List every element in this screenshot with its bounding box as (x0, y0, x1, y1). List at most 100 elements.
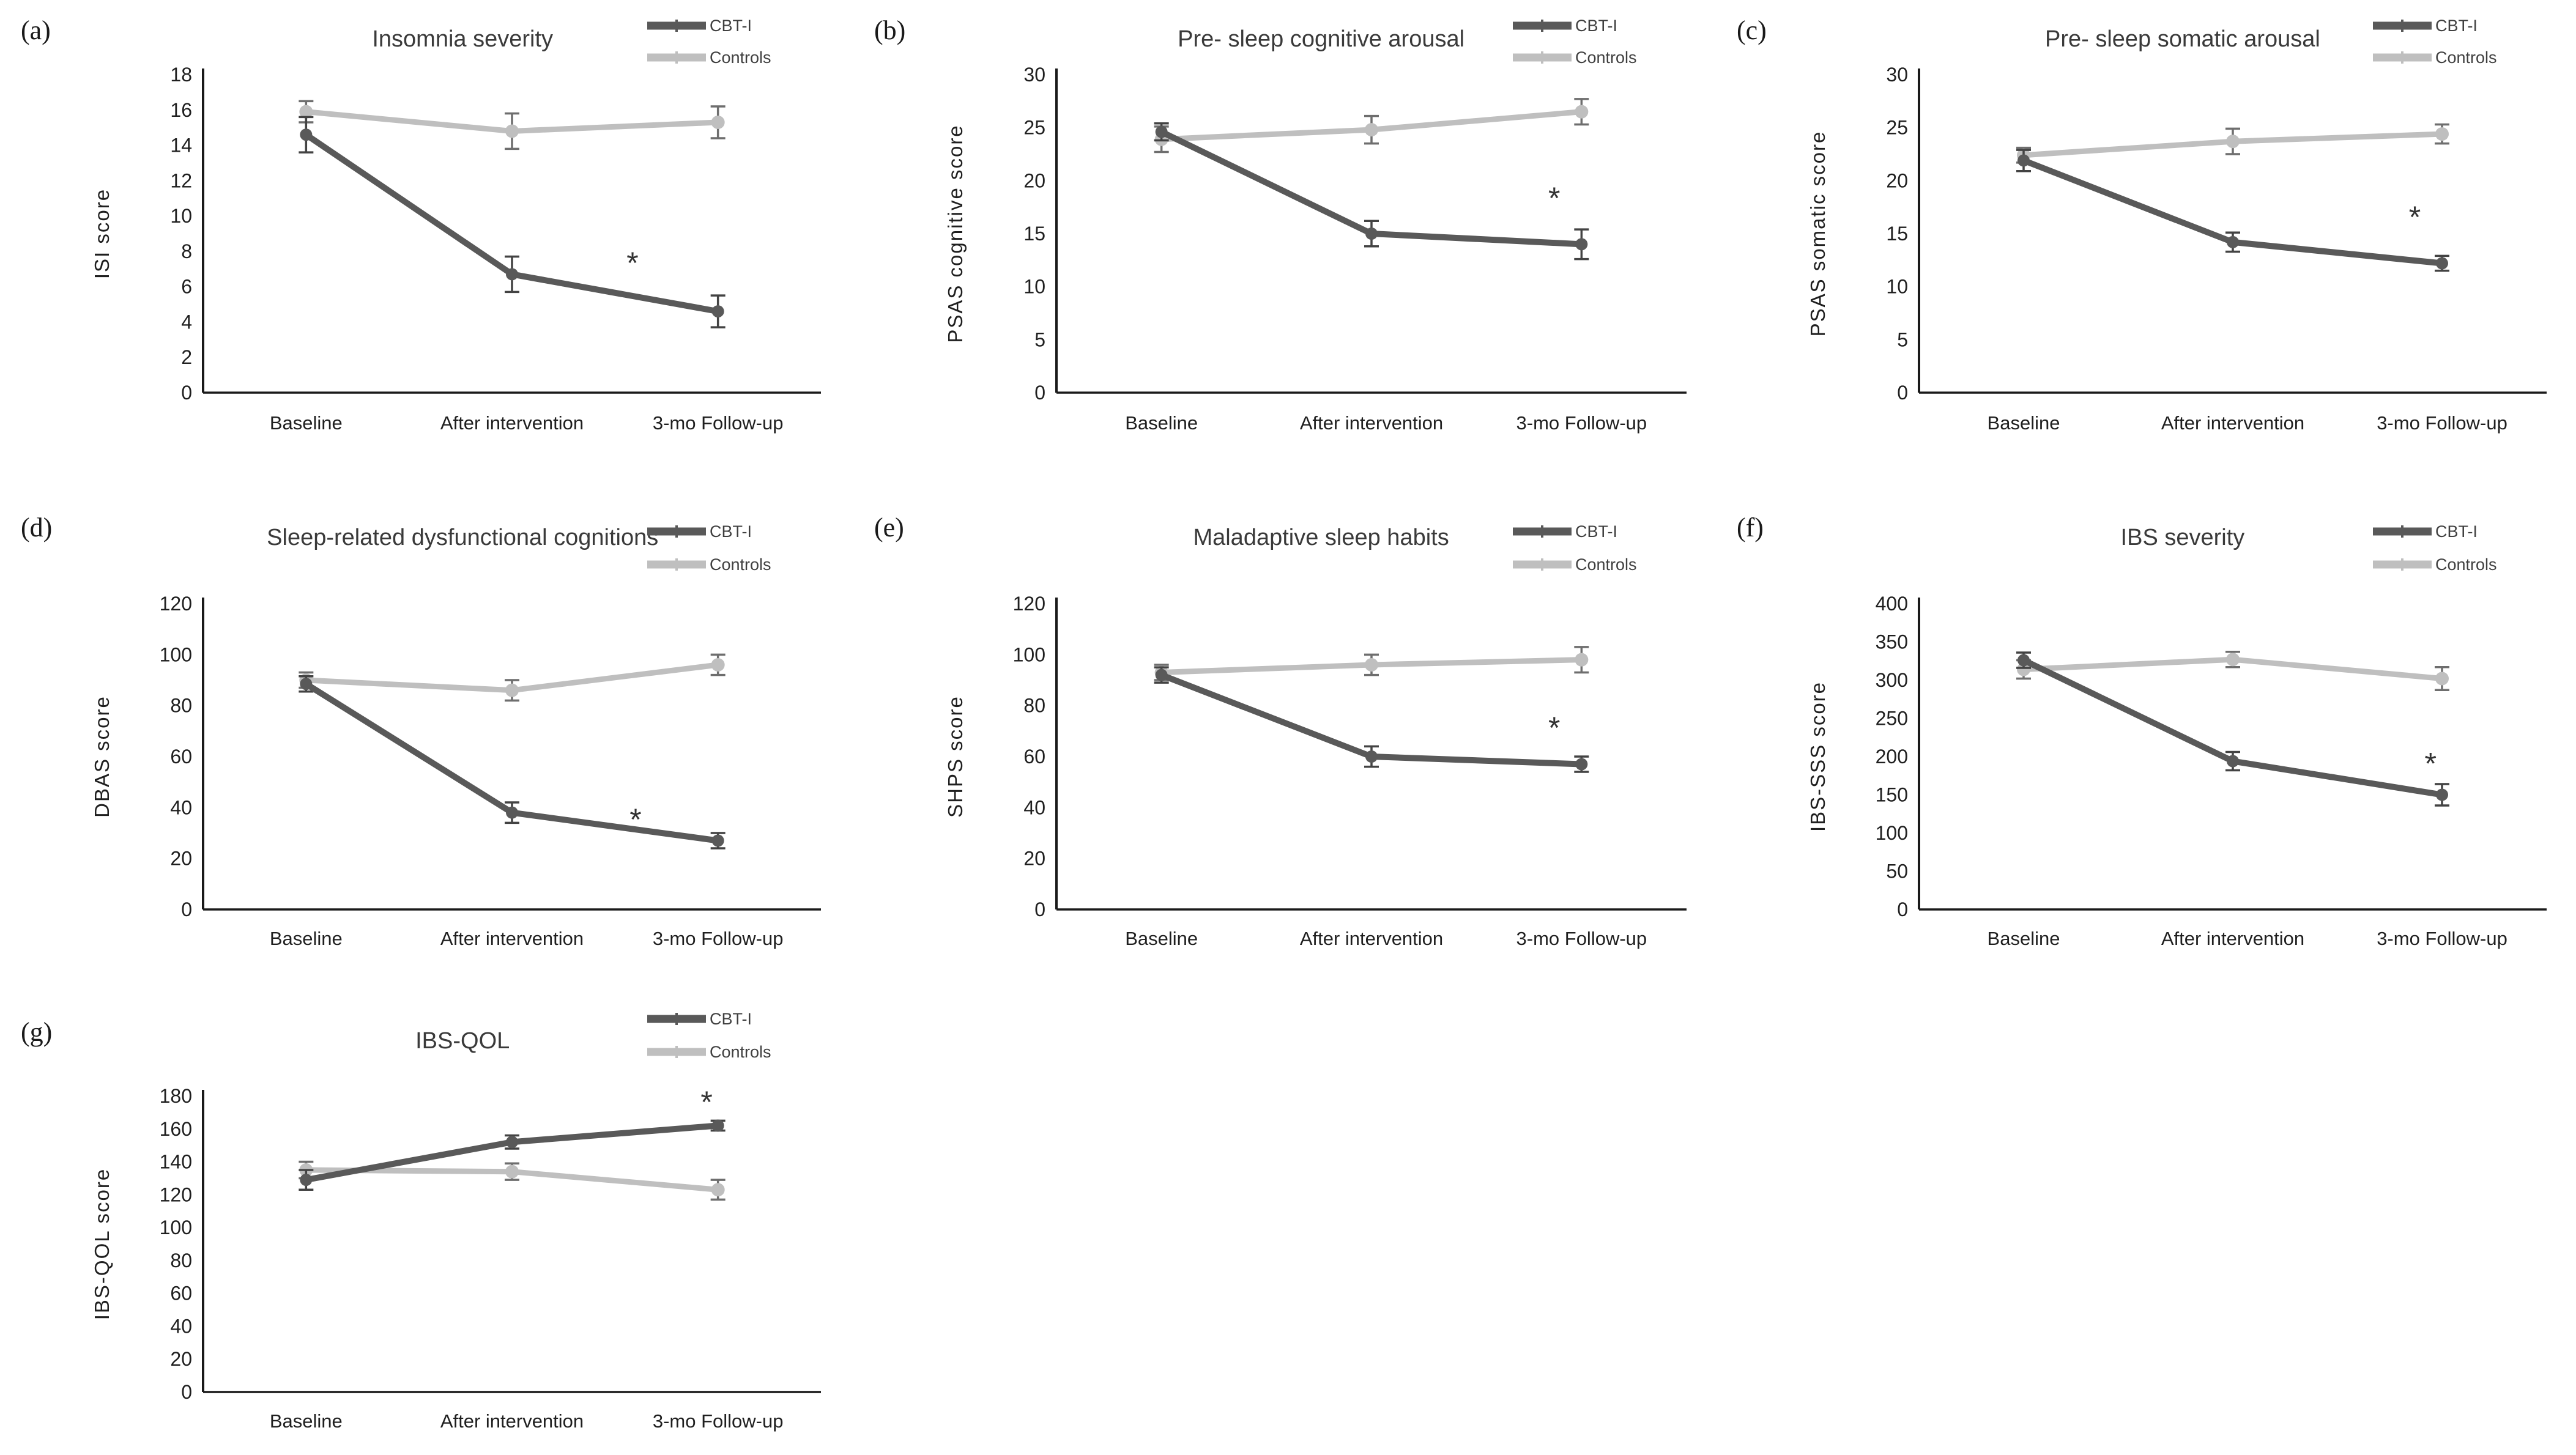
x-tick-label: Baseline (1125, 412, 1198, 434)
y-tick-label: 0 (1897, 898, 1908, 920)
y-tick-label: 20 (1023, 169, 1045, 191)
controls-marker (505, 1164, 519, 1179)
cbt-i-marker (2227, 235, 2239, 248)
y-tick-label: 80 (170, 695, 192, 717)
legend: CBT-I Controls (647, 522, 771, 574)
controls-marker (2435, 672, 2449, 686)
cbt-i-series (299, 675, 726, 850)
controls-series (2016, 651, 2449, 691)
legend-label-controls: Controls (710, 48, 771, 67)
chart-title: Sleep-related dysfunctional cognitions (267, 525, 658, 550)
cbt-i-marker (2227, 755, 2239, 768)
controls-marker (711, 658, 725, 672)
y-tick-label: 350 (1876, 631, 1908, 653)
controls-marker (1575, 105, 1589, 119)
x-tick-label: After intervention (440, 1410, 584, 1432)
legend-label-cbt-i: CBT-I (710, 522, 752, 541)
cbt-i-marker (506, 268, 518, 281)
legend-label-controls: Controls (710, 1043, 771, 1061)
controls-marker (505, 683, 519, 697)
legend: CBT-I Controls (647, 17, 771, 67)
legend-label-controls: Controls (2435, 555, 2497, 574)
x-tick-label: 3-mo Follow-up (2377, 412, 2507, 434)
x-tick-label: After intervention (2161, 928, 2304, 949)
legend: CBT-I Controls (1513, 17, 1637, 67)
y-tick-label: 80 (170, 1250, 192, 1272)
chart-title: Insomnia severity (372, 26, 553, 52)
panel-b-presleep-cognitive: (b) Pre- sleep cognitive arousal CBT-I Cont… (853, 0, 1716, 468)
y-tick-label: 10 (1886, 276, 1908, 298)
cbt-i-marker (506, 806, 518, 819)
panel-letter: (f) (1737, 513, 1764, 542)
y-tick-label: 25 (1886, 117, 1908, 139)
chart-title: Pre- sleep cognitive arousal (1178, 26, 1464, 52)
cbt-i-marker (1365, 750, 1378, 763)
controls-marker (711, 1183, 725, 1197)
x-tick-label: Baseline (270, 1410, 343, 1432)
y-tick-label: 120 (1013, 593, 1045, 615)
cbt-i-marker (2436, 257, 2448, 270)
significance-asterisk: * (1548, 181, 1560, 215)
y-tick-label: 0 (1897, 382, 1908, 404)
controls-marker (1365, 123, 1378, 137)
legend: CBT-I Controls (647, 1010, 771, 1061)
x-tick-label: After intervention (2161, 412, 2304, 434)
x-tick-label: Baseline (270, 412, 343, 434)
x-tick-label: Baseline (270, 928, 343, 949)
y-tick-label: 20 (170, 848, 192, 870)
chart-title: IBS-QOL (415, 1028, 510, 1054)
controls-marker (2017, 662, 2030, 676)
controls-series (2016, 123, 2449, 164)
y-tick-label: 400 (1876, 593, 1908, 615)
panel-letter: (e) (874, 513, 904, 542)
y-tick-label: 10 (1023, 276, 1045, 298)
y-tick-label: 0 (1034, 382, 1045, 404)
x-tick-label: Baseline (1988, 928, 2060, 949)
cbt-i-marker (2436, 788, 2448, 801)
panel-letter: (g) (21, 1017, 52, 1047)
controls-series (299, 653, 726, 702)
y-tick-label: 30 (1023, 64, 1045, 86)
cbt-i-marker (300, 678, 313, 690)
y-tick-label: 40 (170, 796, 192, 818)
y-axis-title: ISI score (91, 188, 113, 279)
y-tick-label: 10 (170, 205, 192, 227)
cbt-i-marker (1155, 125, 1168, 138)
y-tick-label: 0 (181, 898, 192, 920)
y-tick-label: 0 (181, 1381, 192, 1403)
y-axis-title: IBS-SSS score (1806, 681, 1829, 832)
cbt-i-marker (711, 305, 724, 318)
y-tick-label: 16 (170, 99, 192, 121)
controls-marker (1575, 653, 1589, 667)
y-tick-label: 40 (1023, 796, 1045, 818)
y-tick-label: 80 (1023, 695, 1045, 717)
panel-letter: (c) (1737, 15, 1767, 45)
significance-asterisk: * (2424, 747, 2436, 781)
cbt-i-marker (711, 834, 724, 847)
cbt-i-line (2022, 657, 2443, 798)
y-tick-label: 0 (1034, 898, 1045, 920)
legend-label-cbt-i: CBT-I (1575, 17, 1617, 35)
cbt-i-series (2016, 149, 2449, 272)
controls-series (1154, 646, 1589, 681)
y-tick-label: 300 (1876, 669, 1908, 691)
y-tick-label: 200 (1876, 746, 1908, 768)
cbt-i-marker (300, 1174, 313, 1187)
y-tick-label: 15 (1886, 223, 1908, 245)
cbt-i-series (1154, 666, 1589, 773)
controls-marker (2226, 135, 2240, 149)
panel-letter: (d) (21, 513, 52, 542)
controls-marker (505, 124, 519, 138)
cbt-i-series (299, 116, 726, 328)
y-tick-label: 14 (170, 135, 192, 157)
significance-asterisk: * (629, 802, 641, 837)
controls-marker (2435, 127, 2449, 141)
y-tick-label: 20 (170, 1348, 192, 1370)
y-tick-label: 100 (160, 1216, 192, 1238)
y-tick-label: 60 (1023, 746, 1045, 768)
y-tick-label: 15 (1023, 223, 1045, 245)
y-tick-label: 12 (170, 169, 192, 191)
cbt-i-marker (1575, 758, 1588, 771)
chart-svg: (e) Maladaptive sleep habits CBT-I Controls… (874, 513, 1687, 949)
